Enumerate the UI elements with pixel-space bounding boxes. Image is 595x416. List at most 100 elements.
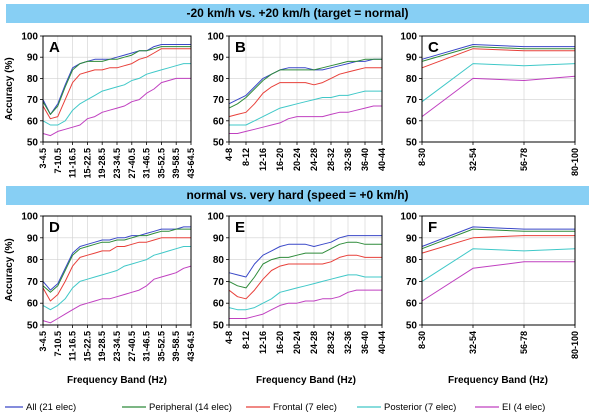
panel-a-series-line (42, 48, 191, 120)
panel-d-xtick-label: 11-16.5 (68, 331, 78, 361)
panel-c-xtick-label: 80-100 (570, 148, 580, 176)
panel-a-letter: A (49, 39, 60, 56)
legend-entry: Posterior (7 elec) (384, 402, 456, 413)
panel-a-ytick-label: 60 (27, 116, 39, 127)
y-axis-label: Accuracy (%) (4, 57, 15, 120)
panel-a-ytick-label: 70 (27, 95, 39, 106)
panel-b-series-line (229, 90, 382, 126)
panel-d-xtick-label: 35-52.5 (156, 331, 166, 362)
panel-a-xtick-label: 19-28.5 (97, 148, 107, 179)
panel-a-xtick-label: 27-40.5 (127, 148, 137, 179)
panel-b-xtick-label: 8-12 (241, 148, 251, 166)
panel-e-ytick-label: 50 (213, 321, 225, 332)
panel-c-ytick-label: 50 (406, 138, 418, 149)
panel-e-series-line (229, 289, 382, 319)
panel-e-xtick-label: 36-40 (360, 331, 370, 354)
y-axis-label: Accuracy (%) (4, 238, 15, 301)
panel-e-xtick-label: 28-32 (326, 331, 336, 354)
legend-entry: Peripheral (14 elec) (149, 402, 232, 413)
panel-a-ytick-label: 100 (21, 32, 38, 43)
panel-d-xtick-label: 43-64.5 (186, 331, 196, 362)
panel-d-ytick-label: 90 (27, 233, 39, 244)
legend-entry: Frontal (7 elec) (273, 402, 337, 413)
panel-e-xtick-label: 32-36 (343, 331, 353, 354)
panel-d-series-line (42, 226, 191, 291)
panel-f-ytick-label: 80 (406, 255, 418, 266)
panel-e-letter: E (235, 219, 245, 236)
panel-a-series-line (42, 77, 191, 137)
panel-c-letter: C (428, 39, 439, 56)
panel-a-xtick-label: 15-22.5 (82, 148, 92, 179)
panel-d-letter: D (49, 219, 60, 236)
x-axis-label: Frequency Band (Hz) (448, 375, 548, 386)
legend-entry: EI (4 elec) (502, 402, 545, 413)
panel-d-xtick-label: 7-10.5 (53, 331, 63, 357)
panel-c-ytick-label: 90 (406, 53, 418, 64)
panel-d-ytick-label: 70 (27, 277, 39, 288)
panel-e-xtick-label: 40-44 (377, 331, 387, 354)
panel-f-series-line (421, 261, 575, 302)
panel-e-frame (228, 215, 383, 326)
panel-b-xtick-label: 20-24 (292, 148, 302, 171)
panel-e-xtick-label: 8-12 (241, 331, 251, 349)
panel-e-xtick-label: 20-24 (292, 331, 302, 354)
panel-e-xtick-label: 24-28 (309, 331, 319, 354)
panel-d-ytick-label: 60 (27, 299, 39, 310)
panel-b-series-line (228, 58, 382, 105)
panel-e-xtick-label: 4-8 (224, 331, 234, 344)
panel-e-xtick-label: 16-20 (275, 331, 285, 354)
legend-entry: All (21 elec) (26, 402, 76, 413)
panel-a-xtick-label: 11-16.5 (68, 148, 78, 178)
panel-b-xtick-label: 16-20 (275, 148, 285, 171)
x-axis-label: Frequency Band (Hz) (256, 375, 356, 386)
panel-f-ytick-label: 50 (406, 321, 418, 332)
panel-d-xtick-label: 39-58.5 (171, 331, 181, 362)
panel-b-xtick-label: 28-32 (326, 148, 336, 171)
panel-c-series-line (421, 44, 575, 60)
panel-d-series-line (42, 228, 191, 293)
panel-e-ytick-label: 100 (207, 212, 224, 223)
panel-f-xtick-label: 56-78 (519, 331, 529, 354)
panel-d-frame (42, 215, 192, 326)
panel-b-xtick-label: 24-28 (309, 148, 319, 171)
banner-bottom: normal vs. very hard (speed = +0 km/h) (6, 186, 589, 205)
panel-d-series-line (42, 246, 191, 311)
x-axis-label: Frequency Band (Hz) (67, 375, 167, 386)
panel-c-series-line (421, 75, 576, 118)
panel-b-xtick-label: 40-44 (377, 148, 387, 171)
panel-a-xtick-label: 3-4.5 (38, 148, 48, 169)
panel-d-xtick-label: 3-4.5 (38, 331, 48, 352)
panel-c-ytick-label: 60 (406, 116, 418, 127)
panel-c-series-line (421, 48, 575, 69)
panel-e-xtick-label: 12-16 (258, 331, 268, 354)
panel-b-xtick-label: 36-40 (360, 148, 370, 171)
panel-a-ytick-label: 90 (27, 53, 39, 64)
panel-a-xtick-label: 39-58.5 (171, 148, 181, 179)
banner-top: -20 km/h vs. +20 km/h (target = normal) (6, 4, 589, 23)
panel-f-ytick-label: 100 (400, 212, 417, 223)
panel-a-series-line (42, 44, 191, 115)
panel-a-series-line (42, 46, 191, 115)
panel-a-xtick-label: 35-52.5 (156, 148, 166, 179)
panel-e-ytick-label: 70 (213, 277, 225, 288)
panel-c-frame (421, 35, 576, 143)
panel-c-ytick-label: 80 (406, 74, 418, 85)
panel-f-series-line (421, 235, 575, 254)
panel-b-xtick-label: 12-16 (258, 148, 268, 171)
panel-e-series-line (228, 241, 382, 289)
panel-a-series-line (42, 63, 191, 126)
panel-c-ytick-label: 70 (406, 95, 418, 106)
panel-f-letter: F (428, 219, 437, 236)
panel-a-ytick-label: 50 (27, 138, 39, 149)
panel-b-ytick-label: 80 (213, 74, 225, 85)
panel-b-ytick-label: 60 (213, 116, 225, 127)
panel-f-frame (421, 215, 576, 326)
panel-e-series-line (228, 254, 382, 300)
panel-c-xtick-label: 32-54 (468, 148, 478, 171)
panel-d-xtick-label: 19-28.5 (97, 331, 107, 362)
panel-b-letter: B (235, 39, 246, 56)
panel-e-ytick-label: 80 (213, 255, 225, 266)
panel-f-xtick-label: 80-100 (570, 331, 580, 359)
panel-d-series-line (42, 265, 192, 324)
panel-a-xtick-label: 31-46.5 (142, 148, 152, 179)
